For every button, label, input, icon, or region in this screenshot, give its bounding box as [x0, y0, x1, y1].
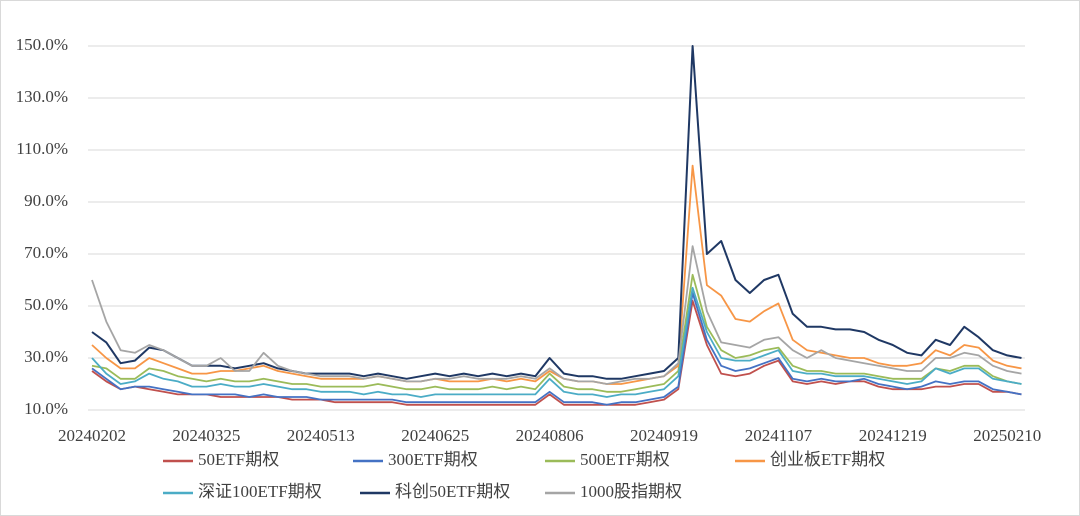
series-line — [91, 286, 1022, 398]
series-line — [91, 273, 1022, 393]
legend-label: 深证100ETF期权 — [198, 482, 322, 501]
y-tick-label: 10.0% — [24, 399, 68, 418]
legend-label: 50ETF期权 — [198, 450, 279, 469]
x-tick-label: 20240325 — [172, 426, 240, 445]
x-tick-label: 20241219 — [859, 426, 927, 445]
y-tick-label: 150.0% — [16, 35, 68, 54]
legend-label: 1000股指期权 — [580, 482, 682, 501]
legend-label: 创业板ETF期权 — [770, 450, 885, 469]
x-tick-label: 20241107 — [745, 426, 813, 445]
legend-label: 科创50ETF期权 — [395, 482, 510, 501]
legend-label: 300ETF期权 — [388, 450, 478, 469]
x-tick-label: 20240806 — [516, 426, 584, 445]
series-line — [91, 245, 1022, 385]
y-tick-label: 30.0% — [24, 347, 68, 366]
x-tick-label: 20250210 — [973, 426, 1041, 445]
x-tick-label: 20240513 — [287, 426, 355, 445]
y-tick-label: 90.0% — [24, 191, 68, 210]
y-tick-label: 130.0% — [16, 87, 68, 106]
x-tick-label: 20240919 — [630, 426, 698, 445]
legend-label: 500ETF期权 — [580, 450, 670, 469]
y-tick-label: 110.0% — [16, 139, 68, 158]
series-line — [91, 45, 1022, 380]
series-line — [91, 164, 1022, 385]
x-tick-label: 20240625 — [401, 426, 469, 445]
x-tick-label: 20240202 — [58, 426, 126, 445]
y-tick-label: 70.0% — [24, 243, 68, 262]
series-line — [91, 292, 1022, 406]
y-tick-label: 50.0% — [24, 295, 68, 314]
